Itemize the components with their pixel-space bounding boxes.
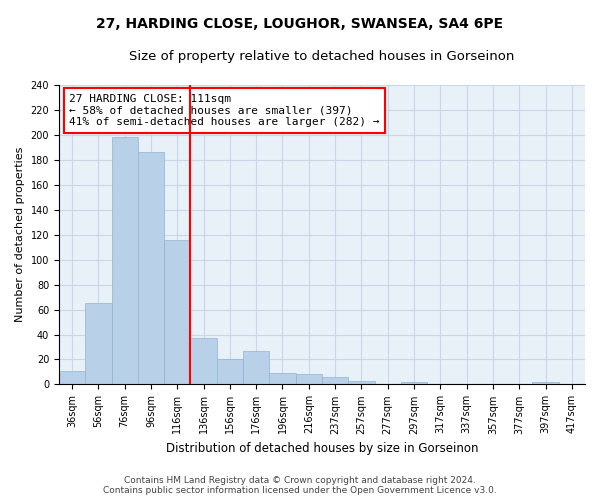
Bar [322, 377, 348, 384]
Bar [217, 360, 243, 384]
Bar [190, 338, 217, 384]
Bar [532, 382, 559, 384]
Bar [243, 351, 269, 384]
Bar [138, 152, 164, 384]
Bar [59, 370, 85, 384]
Bar [164, 240, 190, 384]
X-axis label: Distribution of detached houses by size in Gorseinon: Distribution of detached houses by size … [166, 442, 478, 455]
Text: 27 HARDING CLOSE: 111sqm
← 58% of detached houses are smaller (397)
41% of semi-: 27 HARDING CLOSE: 111sqm ← 58% of detach… [70, 94, 380, 127]
Bar [401, 382, 427, 384]
Bar [85, 304, 112, 384]
Bar [348, 380, 374, 384]
Bar [112, 138, 138, 384]
Y-axis label: Number of detached properties: Number of detached properties [15, 147, 25, 322]
Title: Size of property relative to detached houses in Gorseinon: Size of property relative to detached ho… [129, 50, 515, 63]
Bar [269, 373, 296, 384]
Text: Contains HM Land Registry data © Crown copyright and database right 2024.
Contai: Contains HM Land Registry data © Crown c… [103, 476, 497, 495]
Text: 27, HARDING CLOSE, LOUGHOR, SWANSEA, SA4 6PE: 27, HARDING CLOSE, LOUGHOR, SWANSEA, SA4… [97, 18, 503, 32]
Bar [296, 374, 322, 384]
